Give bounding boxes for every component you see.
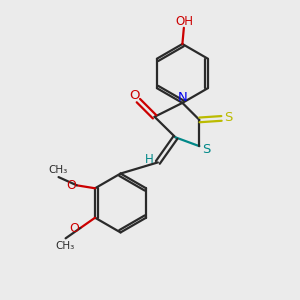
Text: O: O (70, 222, 80, 235)
Text: O: O (66, 179, 76, 192)
Text: S: S (224, 111, 232, 124)
Text: H: H (145, 153, 154, 166)
Text: OH: OH (176, 15, 194, 28)
Text: N: N (178, 91, 187, 104)
Text: S: S (202, 143, 210, 156)
Text: CH₃: CH₃ (48, 165, 68, 175)
Text: O: O (130, 89, 140, 102)
Text: CH₃: CH₃ (56, 241, 75, 251)
